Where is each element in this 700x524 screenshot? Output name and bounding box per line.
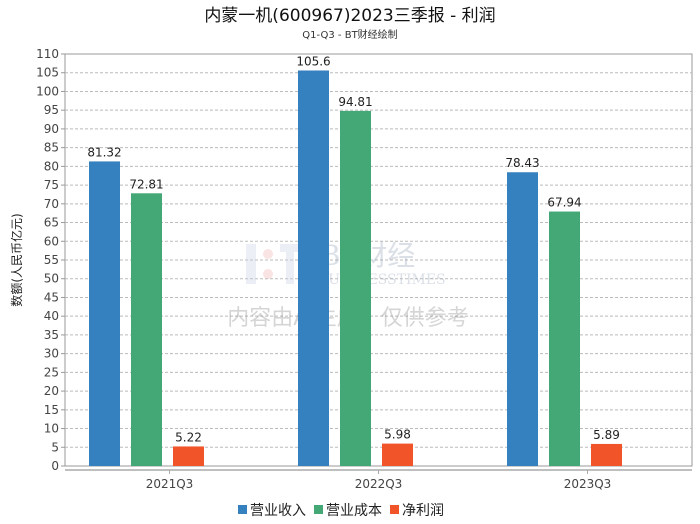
bar [298,70,329,466]
legend-swatch [314,505,323,514]
legend-swatch [390,505,399,514]
watermark-brand-en: BUSINESSTIMES [318,272,446,288]
chart-subtitle: Q1-Q3 - BT财经绘制 [302,28,397,41]
watermark-logo [286,252,294,284]
legend: 营业收入 营业成本 净利润 [238,503,444,519]
data-label: 94.81 [338,95,372,109]
data-label: 5.89 [593,428,620,442]
y-tick-label: 35 [44,328,59,342]
legend-label: 净利润 [402,503,444,519]
data-label: 67.94 [547,196,581,210]
y-tick-label: 30 [44,347,59,361]
data-label: 81.32 [87,145,121,159]
grid: 0 5 10 15 20 25 30 35 40 45 50 55 60 65 70 75 80 85 90 95 10… [36,47,693,474]
legend-swatch [238,505,247,514]
bar [340,110,371,466]
y-tick-label: 55 [44,253,59,267]
bar [173,446,204,466]
y-tick-label: 85 [44,141,59,155]
y-tick-label: 110 [36,47,59,61]
legend-label: 营业成本 [326,503,382,519]
y-tick-label: 65 [44,216,59,230]
y-tick-label: 90 [44,122,59,136]
y-tick-label: 40 [44,309,59,323]
data-label: 78.43 [505,156,539,170]
x-tick-label: 2021Q3 [146,477,194,491]
y-tick-label: 20 [44,384,59,398]
y-tick-label: 25 [44,365,59,379]
y-axis-label: 数额(人民币亿元) [9,213,24,306]
y-tick-label: 5 [51,440,59,454]
y-tick-label: 95 [44,103,59,117]
x-tick-label: 2022Q3 [355,477,403,491]
legend-label: 营业收入 [250,503,306,519]
y-tick-label: 70 [44,197,59,211]
y-tick-label: 15 [44,403,59,417]
x-tick-label: 2023Q3 [564,477,612,491]
bar [382,443,413,466]
watermark-logo [246,244,256,284]
y-tick-label: 75 [44,178,59,192]
y-tick-label: 105 [36,66,59,80]
chart-title: 内蒙一机(600967)2023三季报 - 利润 [204,6,495,26]
data-label: 72.81 [129,177,163,191]
y-tick-label: 60 [44,234,59,248]
y-tick-label: 45 [44,290,59,304]
data-label: 105.6 [296,54,330,68]
bar [89,161,120,467]
y-tick-label: 100 [36,84,59,98]
watermark-logo-dot [263,269,273,279]
data-label: 5.22 [175,430,202,444]
data-label: 5.98 [384,428,411,442]
y-tick-label: 50 [44,272,59,286]
bars: 2021Q3 81.32 72.81 5.22 2022Q3 105.6 94.81 5.98… [87,54,622,491]
y-tick-label: 10 [44,422,59,436]
watermark-logo-dot [263,249,273,259]
bar [549,211,580,466]
bar [131,193,162,466]
watermark-logo [280,244,310,252]
y-tick-label: 0 [51,459,59,473]
bar [591,443,622,466]
bar [507,172,538,466]
y-tick-label: 80 [44,159,59,173]
